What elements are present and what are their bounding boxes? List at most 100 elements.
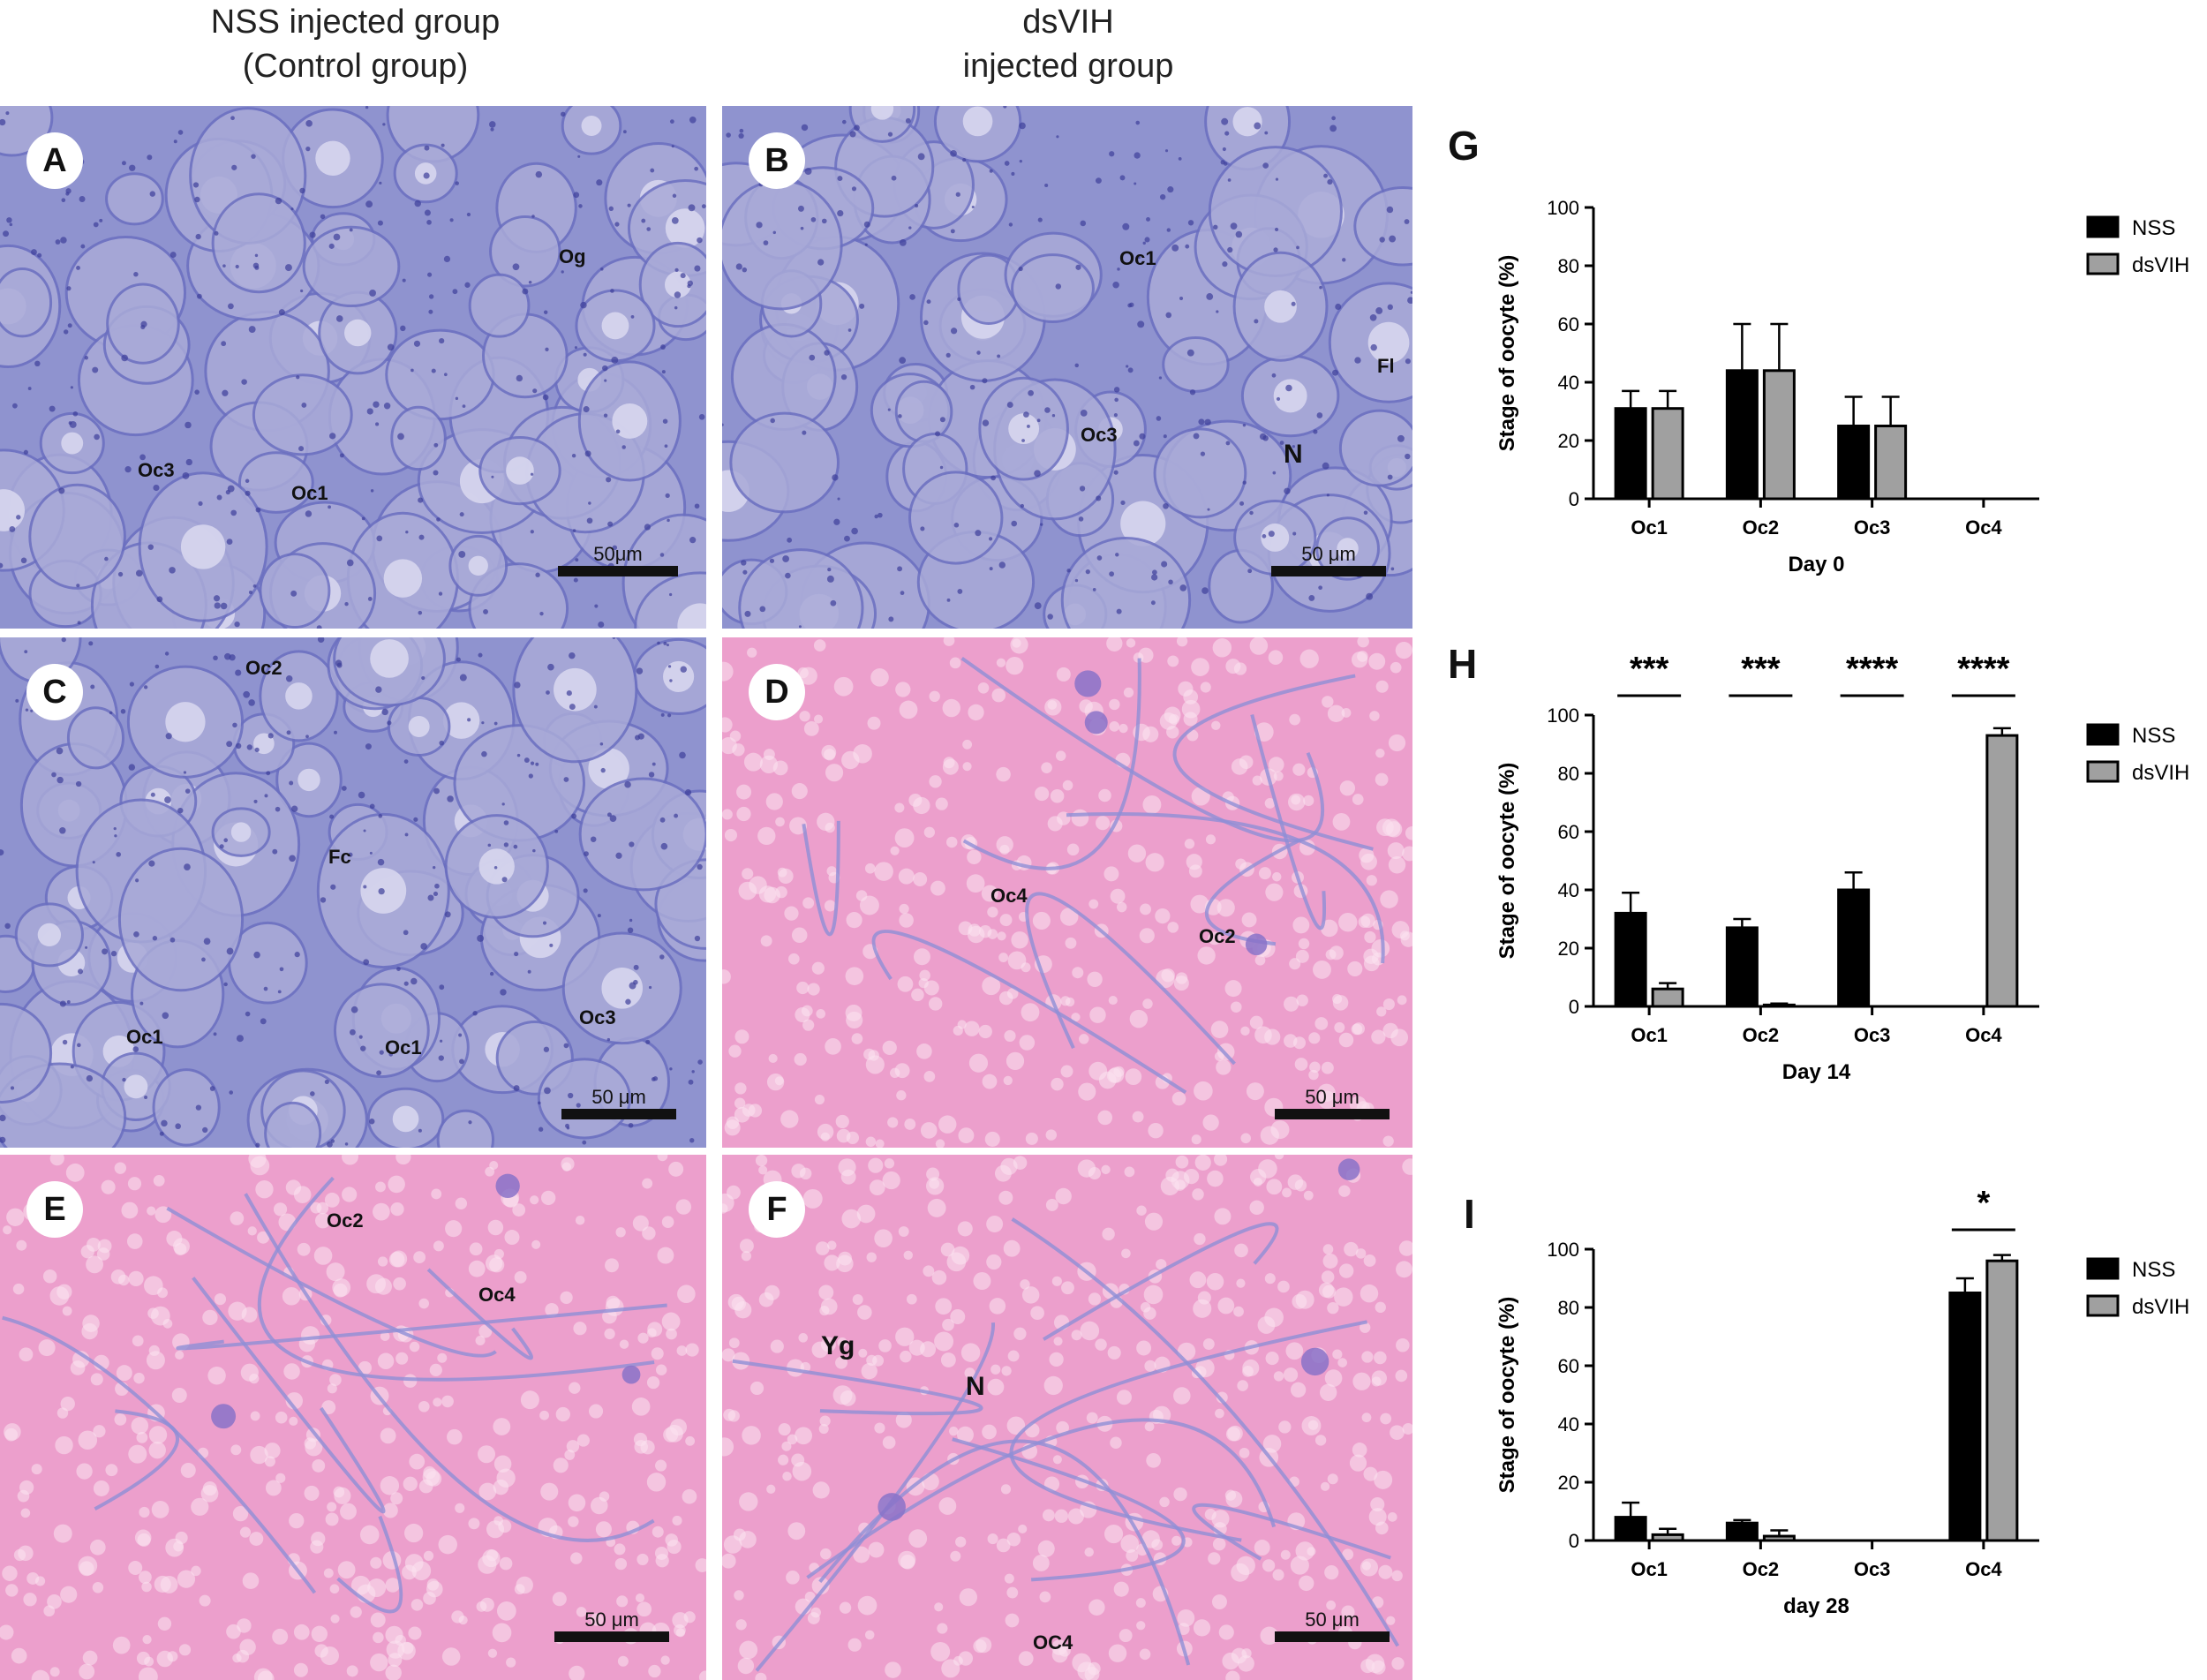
legend-label: NSS — [2132, 216, 2175, 240]
tissue-granule — [1096, 495, 1102, 501]
tissue-granule — [77, 621, 81, 625]
micrograph-panel-f: F Yg N OC4 50 μm — [722, 1155, 1412, 1680]
scale-bar-label: 50 μm — [1305, 1086, 1360, 1108]
yolk-granule — [1021, 1003, 1040, 1022]
yolk-granule — [770, 1339, 784, 1353]
yolk-granule — [755, 1672, 767, 1680]
tissue-granule — [183, 771, 187, 774]
tissue-granule — [1242, 423, 1247, 427]
tissue-granule — [782, 555, 790, 562]
yolk-granule — [1326, 1600, 1337, 1610]
tissue-granule — [1379, 237, 1385, 243]
nucleus — [878, 1493, 906, 1521]
oocyte-cell — [0, 267, 53, 338]
yolk-granule — [1086, 1412, 1098, 1424]
yolk-granule — [1374, 1470, 1393, 1489]
yolk-granule — [1352, 1443, 1367, 1458]
yolk-granule — [1096, 816, 1111, 831]
yolk-granule — [899, 700, 918, 719]
tissue-granule — [493, 721, 498, 726]
tissue-granule — [305, 120, 313, 127]
tissue-granule — [443, 255, 451, 263]
yolk-granule — [404, 1554, 424, 1572]
tissue-granule — [1092, 588, 1096, 591]
tissue-granule — [192, 182, 200, 188]
yolk-granule — [1371, 1029, 1386, 1044]
tissue-granule — [76, 266, 80, 270]
tissue-granule — [726, 132, 731, 138]
yolk-granule — [445, 1220, 463, 1238]
yolk-granule — [82, 1650, 98, 1666]
yolk-granule — [804, 1591, 816, 1602]
yolk-granule — [1167, 655, 1179, 667]
tissue-granule — [418, 497, 424, 503]
tissue-granule — [255, 1142, 260, 1148]
y-tick-label: 60 — [1558, 821, 1579, 843]
tissue-granule — [1285, 384, 1292, 392]
tissue-granule — [514, 682, 521, 689]
tissue-granule — [1387, 304, 1393, 311]
oocyte-cell — [1162, 335, 1230, 393]
tissue-granule — [20, 557, 27, 564]
tissue-granule — [140, 324, 146, 330]
tissue-granule — [1319, 285, 1322, 290]
tissue-granule — [56, 776, 64, 784]
yolk-granule — [1266, 1179, 1283, 1195]
yolk-granule — [1303, 795, 1314, 807]
yolk-granule — [1193, 1299, 1212, 1318]
cell-membrane — [1172, 674, 1374, 851]
tissue-granule — [366, 408, 373, 415]
yolk-granule — [811, 1577, 830, 1595]
yolk-granule — [999, 914, 1013, 927]
yolk-granule — [1292, 1293, 1307, 1309]
tissue-granule — [1044, 407, 1051, 413]
yolk-granule — [413, 1251, 426, 1264]
yolk-granule — [1030, 1306, 1044, 1321]
yolk-granule — [824, 1254, 840, 1271]
significance-marker: **** — [1846, 651, 1898, 688]
tissue-granule — [0, 1114, 6, 1122]
tissue-granule — [1139, 433, 1146, 440]
tissue-granule — [383, 403, 391, 410]
yolk-granule — [911, 988, 924, 1002]
tissue-granule — [528, 280, 532, 284]
tissue-granule — [3, 230, 10, 237]
bar — [1985, 1259, 2019, 1542]
oocyte-nucleus — [601, 312, 629, 340]
yolk-granule — [642, 1226, 656, 1240]
yolk-granule — [1142, 998, 1153, 1009]
cell-membrane — [244, 1193, 655, 1542]
oocyte-cell — [385, 328, 495, 421]
tissue-granule — [444, 373, 448, 377]
tissue-granule — [689, 537, 697, 544]
yolk-granule — [131, 1417, 149, 1435]
tissue-granule — [669, 592, 673, 597]
tissue-granule — [1397, 434, 1405, 442]
tissue-image — [0, 637, 706, 1148]
yolk-granule — [1210, 1021, 1229, 1038]
tissue-granule — [849, 131, 856, 138]
legend-label: NSS — [2132, 1258, 2175, 1282]
tissue-granule — [194, 196, 200, 203]
yolk-granule — [540, 1190, 556, 1206]
yolk-granule — [841, 1209, 862, 1229]
tissue-granule — [1405, 453, 1411, 460]
yolk-granule — [919, 969, 930, 982]
tissue-granule — [296, 375, 300, 380]
oocyte-nucleus — [554, 667, 597, 712]
yolk-granule — [148, 1441, 166, 1459]
tissue-granule — [1331, 116, 1336, 121]
yolk-granule — [81, 1322, 98, 1340]
tissue-granule — [209, 1086, 215, 1091]
yolk-granule — [11, 1647, 27, 1664]
tissue-granule — [1006, 402, 1013, 409]
tissue-granule — [403, 981, 409, 986]
tissue-granule — [827, 567, 832, 572]
tissue-granule — [202, 1126, 208, 1134]
yolk-granule — [825, 1038, 841, 1055]
yolk-granule — [1207, 1170, 1224, 1187]
yolk-granule — [913, 948, 930, 966]
tissue-granule — [891, 175, 897, 181]
tissue-granule — [612, 637, 616, 639]
tissue-granule — [272, 848, 278, 855]
